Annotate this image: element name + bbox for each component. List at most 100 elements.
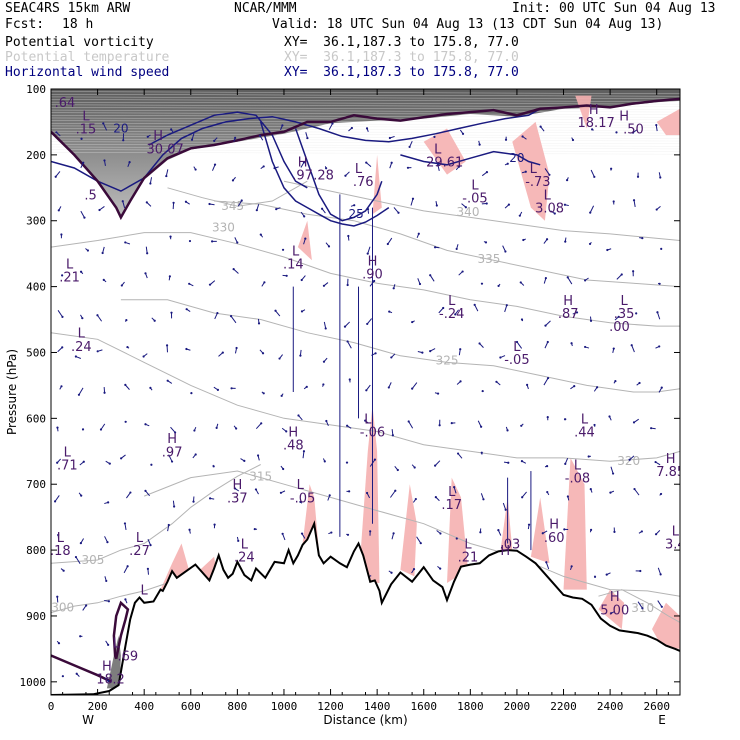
wind-vector-head [434,464,437,467]
wind-vector [544,168,550,176]
wind-speed-contour [148,111,308,189]
stratosphere-isentrope [51,123,680,126]
wind-vector-head [617,315,620,318]
pv-extremum-label: .97 [162,445,183,460]
wind-vector-head [505,304,508,307]
pv-extremum-label: L [297,478,305,493]
wind-contour-label: 20 [509,151,524,165]
wind-vector [78,387,84,396]
wind-vector-head [464,206,467,209]
field-xy-pv: XY= 36.1,187.3 to 175.8, 77.0 [284,35,519,50]
wind-vector-head [323,460,326,463]
wind-vector-head [102,122,105,125]
wind-vector-head [660,386,663,389]
wind-vector-head [546,340,549,344]
pv-extremum-label: L [64,445,72,460]
forecast-label: Fcst: [5,17,45,32]
wind-vector [80,210,85,218]
wind-vector-head [365,389,368,392]
pv-extremum-label: .03 [500,538,521,553]
x-tick-label: 2600 [643,700,670,713]
pv-extremum-label: L [581,412,589,427]
wind-vector-head [394,489,397,492]
stratosphere-isentrope [51,94,680,97]
wind-vector-head [61,274,64,277]
wind-vector [387,237,393,245]
pv-extremum-label: .15 [76,123,97,138]
pv-extremum-label: H [549,518,559,533]
wind-vector [656,312,661,320]
wind-vector-head [418,282,422,286]
wind-vector-head [103,159,106,162]
wind-vector-head [96,350,99,353]
wind-vector-head [633,487,636,491]
wind-vector-head [373,458,377,461]
wind-vector-head [497,529,500,532]
pv-extremum-label: L [136,531,144,546]
wind-shading-patch [500,497,513,551]
wind-vector [610,466,614,474]
wind-vector-head [188,282,191,285]
wind-vector-head [570,565,573,568]
wind-vector-head [507,461,510,464]
wind-vector-head [461,270,464,273]
wind-vector-head [631,131,635,134]
wind-contour-label: 25 [349,207,364,221]
wind-vector-head [591,128,594,131]
valid-time: Valid: 18 UTC Sun 04 Aug 13 (13 CDT Sun … [272,17,664,32]
wind-vector [634,488,640,496]
wind-vector-head [343,325,347,328]
wind-vector-head [320,207,324,210]
wind-vector-head [479,531,482,534]
wind-vector-head [413,466,416,469]
wind-vector-head [121,200,124,203]
wind-vector-head [526,383,529,386]
pv-extremum-label: .50 [623,123,644,138]
pv-extremum-label: -.08 [565,472,590,487]
pv-extremum-label: L [434,142,442,157]
wind-vector-head [235,427,238,430]
wind-vector-head [457,165,461,168]
wind-vector-head [230,387,233,390]
wind-vector-head [611,472,615,475]
wind-vector-head [366,252,369,255]
wind-vector [589,205,595,213]
theta-contour-label: 320 [617,454,640,468]
wind-vector-head [564,240,567,243]
wind-vector-head [262,165,265,168]
wind-vector-head [211,240,214,243]
wind-vector-head [641,236,644,240]
wind-vector [545,562,550,570]
x-tick-label: 600 [181,700,201,713]
wind-vector [567,277,573,285]
wind-vector-head [56,595,59,598]
wind-vector-head [146,135,149,138]
wind-speed-contour [294,128,383,222]
pv-extremum-label: 29.61 [426,155,463,170]
pv-extremum-label: 7.85 [656,465,685,480]
wind-vector-head [213,163,217,166]
wind-vector-head [299,354,302,357]
wind-vector-head [366,322,369,326]
wind-vector-head [478,342,481,345]
model-name: SEAC4RS 15km ARW [5,1,131,16]
wind-vector-head [632,199,636,202]
field-xy-theta: XY= 36.1,187.3 to 175.8, 77.0 [284,50,519,65]
wind-vector-head [83,216,86,219]
wind-vector-head [194,453,197,456]
wind-vector-head [504,138,508,141]
y-tick-label: 800 [26,544,46,557]
wind-vector-head [235,346,238,350]
wind-vector-head [99,428,103,431]
wind-vector-head [302,161,306,164]
y-tick-label: 1000 [20,676,47,689]
wind-vector-head [589,211,592,214]
wind-vector-head [240,199,243,202]
wind-vector-head [165,344,169,347]
wind-vector-head [545,561,548,564]
wind-vector-head [322,383,325,386]
wind-vector-head [435,204,438,207]
wind-vector-head [81,317,84,320]
wind-vector-head [55,131,58,134]
wind-speed-contour [400,150,541,166]
